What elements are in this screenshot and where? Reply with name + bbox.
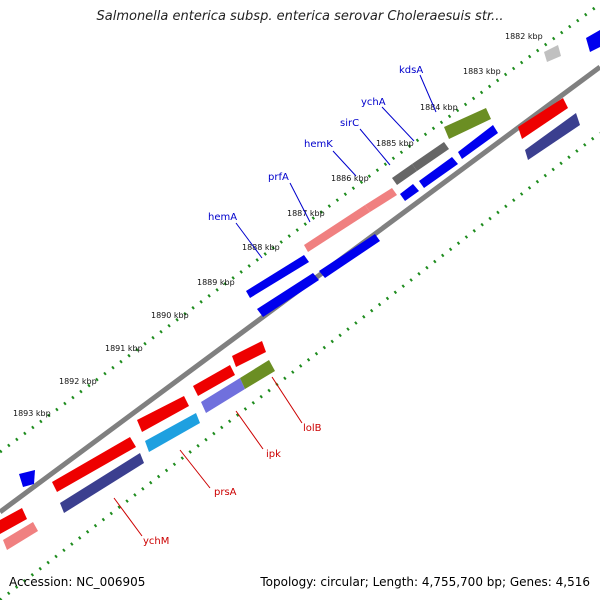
scale-label-1883: 1883 kbp	[463, 67, 501, 76]
reverse-genes	[3, 113, 580, 550]
scale-label-1892: 1892 kbp	[59, 377, 97, 386]
leader-lolB	[271, 376, 303, 424]
gene-blue-rev-5[interactable]	[458, 125, 498, 159]
scale-label-1882: 1882 kbp	[505, 32, 543, 41]
gene-label-ychA[interactable]: ychA	[361, 97, 386, 108]
gene-label-hemA[interactable]: hemA	[208, 212, 237, 223]
gene-hemA[interactable]	[246, 255, 309, 298]
gene-ychM[interactable]	[60, 453, 144, 513]
gene-ipk[interactable]	[201, 378, 245, 413]
gene-lolB[interactable]	[240, 360, 275, 389]
gene-ychA[interactable]	[412, 142, 449, 171]
gene-prsA[interactable]	[145, 413, 200, 452]
scale-label-1890: 1890 kbp	[151, 311, 189, 320]
gene-lower-red-4[interactable]	[232, 341, 266, 367]
leader-ipk	[235, 410, 264, 450]
gene-blue-rev-2[interactable]	[319, 234, 380, 278]
gene-blue-rev-3[interactable]	[400, 184, 419, 201]
leader-hemK	[332, 150, 357, 177]
gene-left-pink[interactable]	[3, 522, 38, 550]
leader-hemA	[235, 222, 263, 259]
gene-label-hemK[interactable]: hemK	[304, 139, 333, 150]
scale-label-1885: 1885 kbp	[376, 139, 414, 148]
gene-label-kdsA[interactable]: kdsA	[399, 65, 423, 76]
gene-sirC[interactable]	[392, 164, 417, 185]
gene-label-ipk[interactable]: ipk	[266, 449, 281, 460]
gene-lower-red-3[interactable]	[193, 365, 235, 396]
gene-kdsA[interactable]	[444, 108, 491, 139]
gene-prfA[interactable]	[304, 205, 370, 252]
leader-ychM	[113, 497, 143, 537]
gene-upper-right-red[interactable]	[518, 98, 568, 139]
gene-label-sirC[interactable]: sirC	[340, 118, 359, 129]
gene-label-ychM[interactable]: ychM	[143, 536, 169, 547]
gene-upper-right-blue[interactable]	[586, 30, 600, 52]
tick-track-inner	[0, 131, 600, 600]
scale-label-1884: 1884 kbp	[420, 103, 458, 112]
gene-lower-red-2[interactable]	[137, 396, 189, 432]
forward-genes	[0, 30, 600, 534]
gene-lower-red-1[interactable]	[52, 437, 136, 492]
genome-title: Salmonella enterica subsp. enterica sero…	[96, 9, 504, 24]
gene-blue-rev-4[interactable]	[419, 157, 458, 188]
gene-label-prsA[interactable]: prsA	[214, 487, 237, 498]
scale-label-1888: 1888 kbp	[242, 243, 280, 252]
scale-label-1889: 1889 kbp	[197, 278, 235, 287]
scale-label-1893: 1893 kbp	[13, 409, 51, 418]
gene-blue-rev-1[interactable]	[257, 273, 319, 317]
reverse-gene-labels: lolB ipk prsA ychM	[113, 376, 322, 547]
gene-left-red[interactable]	[0, 508, 27, 534]
gene-left-blue-small[interactable]	[19, 470, 35, 487]
scale-labels: 1882 kbp 1883 kbp 1884 kbp 1885 kbp 1886…	[13, 32, 543, 418]
gene-upper-right-gray[interactable]	[544, 45, 561, 62]
forward-gene-labels: kdsA ychA sirC hemK prfA hemA	[208, 65, 437, 259]
gene-label-prfA[interactable]: prfA	[268, 172, 289, 183]
leader-prsA	[179, 449, 211, 489]
genome-summary-text: Topology: circular; Length: 4,755,700 bp…	[260, 575, 590, 589]
scale-label-1886: 1886 kbp	[331, 174, 369, 183]
leader-kdsA	[419, 74, 437, 113]
accession-text: Accession: NC_006905	[9, 575, 146, 589]
gene-navy-rev-right[interactable]	[525, 113, 580, 160]
gene-hemK[interactable]	[365, 188, 397, 212]
leader-ychA	[381, 106, 415, 142]
leader-prfA	[289, 182, 311, 223]
leader-sirC	[359, 128, 391, 166]
scale-label-1891: 1891 kbp	[105, 344, 143, 353]
gene-label-lolB[interactable]: lolB	[303, 423, 322, 434]
